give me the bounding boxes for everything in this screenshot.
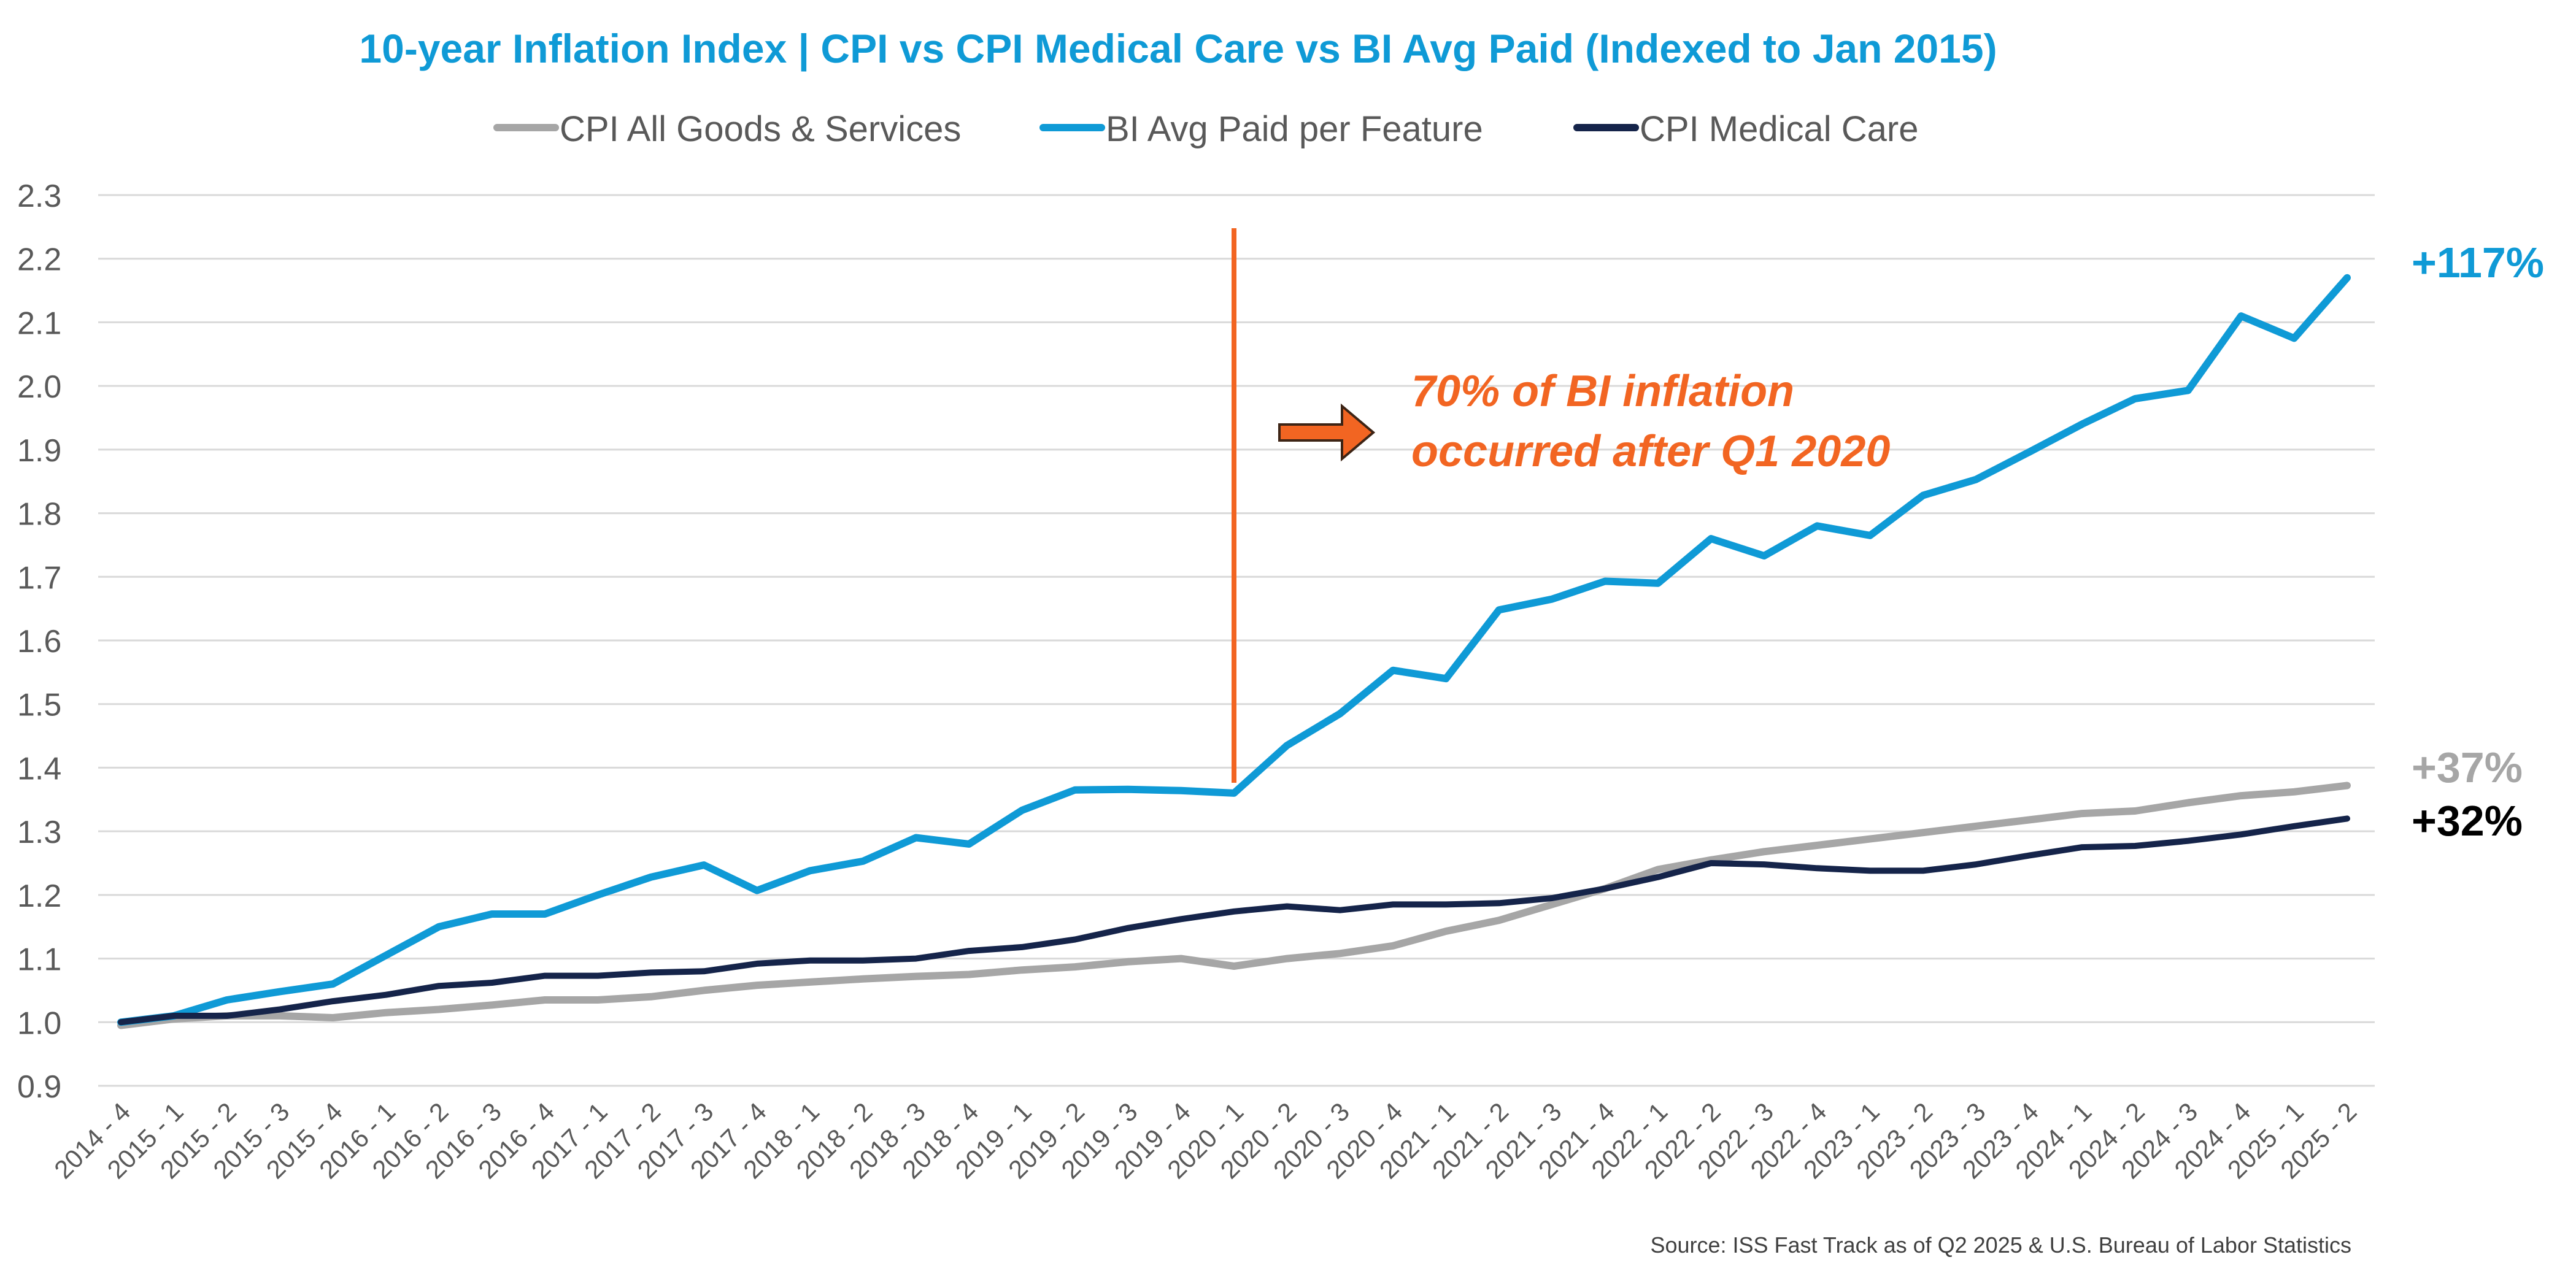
series-lines: [117, 274, 2351, 1029]
y-tick-label: 2.0: [17, 369, 61, 405]
y-tick-label: 2.3: [17, 179, 61, 214]
y-tick-label: 1.3: [17, 815, 61, 850]
y-tick-label: 1.6: [17, 624, 61, 659]
y-tick-label: 1.5: [17, 688, 61, 723]
legend-label-cpi-all: CPI All Goods & Services: [560, 109, 961, 149]
y-axis: 0.9 1.0 1.1 1.2 1.3 1.4 1.5 1.6 1.7 1.8 1.9 2.0 2.1 2…: [17, 179, 61, 1105]
callout-line-2: occurred after Q1 2020: [1411, 427, 1890, 476]
source-note: Source: ISS Fast Track as of Q2 2025 & U…: [1650, 1232, 2351, 1258]
y-tick-label: 1.7: [17, 560, 61, 596]
legend-item-cpi-all: CPI All Goods & Services: [493, 109, 961, 149]
y-tick-label: 1.4: [17, 751, 61, 786]
y-tick-label: 1.1: [17, 942, 61, 978]
y-tick-label: 1.0: [17, 1005, 61, 1041]
legend-item-bi-avg-paid: BI Avg Paid per Feature: [1039, 109, 1483, 149]
end-label-cpi-all: +37%: [2412, 744, 2523, 791]
end-labels: +117% +37% +32%: [2412, 239, 2544, 845]
legend-label-bi-avg-paid: BI Avg Paid per Feature: [1106, 109, 1483, 149]
series-line-bi-avg-paid: [117, 274, 2351, 1026]
legend-item-cpi-medical: CPI Medical Care: [1573, 109, 1918, 149]
series-line-cpi-medical: [118, 815, 2350, 1026]
y-tick-label: 1.9: [17, 433, 61, 469]
callout-arrow-icon: [1278, 403, 1376, 462]
y-tick-label: 1.2: [17, 878, 61, 914]
y-tick-label: 2.2: [17, 242, 61, 278]
annotation-callout: 70% of BI inflation occurred after Q1 20…: [1278, 367, 1890, 476]
chart-title: 10-year Inflation Index | CPI vs CPI Med…: [359, 26, 1997, 72]
y-tick-label: 1.8: [17, 497, 61, 532]
y-tick-label: 2.1: [17, 305, 61, 341]
end-label-cpi-medical: +32%: [2412, 797, 2523, 845]
callout-line-1: 70% of BI inflation: [1411, 367, 1794, 416]
y-tick-label: 0.9: [17, 1069, 61, 1105]
legend-label-cpi-medical: CPI Medical Care: [1640, 109, 1918, 149]
end-label-bi-avg-paid: +117%: [2412, 239, 2544, 286]
series-line-cpi-all: [117, 782, 2351, 1029]
legend: CPI All Goods & Services BI Avg Paid per…: [493, 109, 1918, 149]
